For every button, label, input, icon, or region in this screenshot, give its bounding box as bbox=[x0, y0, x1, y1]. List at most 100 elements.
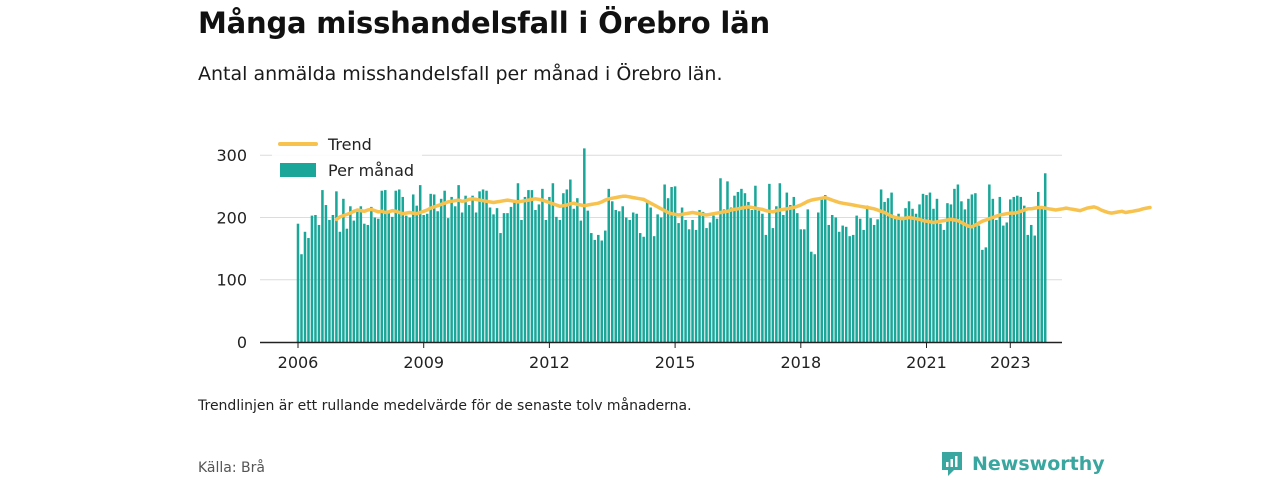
bar bbox=[464, 195, 467, 342]
bar bbox=[495, 208, 499, 342]
x-tick-label: 2009 bbox=[403, 353, 444, 372]
bar bbox=[635, 213, 638, 342]
bar bbox=[970, 194, 974, 342]
bar bbox=[342, 198, 345, 342]
bar bbox=[935, 198, 939, 342]
bar bbox=[506, 213, 509, 342]
bar bbox=[607, 188, 611, 342]
bar bbox=[820, 197, 823, 342]
bar bbox=[394, 190, 398, 342]
bar bbox=[659, 217, 663, 342]
bar bbox=[443, 190, 446, 342]
legend-trend-label: Trend bbox=[327, 135, 372, 154]
bar bbox=[684, 219, 687, 342]
bar bbox=[446, 218, 450, 342]
bar bbox=[631, 212, 635, 342]
x-tick-label: 2012 bbox=[529, 353, 570, 372]
bar bbox=[862, 229, 865, 342]
bar bbox=[967, 198, 970, 342]
bar bbox=[645, 200, 649, 342]
bar bbox=[1002, 225, 1005, 342]
bar bbox=[583, 148, 586, 342]
bar-series bbox=[296, 148, 1047, 342]
y-tick-label: 100 bbox=[216, 271, 247, 290]
bar bbox=[1040, 206, 1043, 342]
bar bbox=[778, 183, 782, 342]
bar bbox=[467, 205, 471, 342]
y-axis: 0 100 200 300 bbox=[216, 146, 247, 352]
bar bbox=[324, 205, 328, 342]
bar bbox=[1033, 235, 1036, 342]
bar bbox=[677, 223, 680, 342]
bar bbox=[897, 213, 900, 342]
bar bbox=[638, 233, 642, 342]
bar bbox=[928, 192, 932, 342]
bar bbox=[590, 233, 593, 342]
bar bbox=[988, 184, 991, 342]
bar bbox=[851, 234, 855, 342]
bar bbox=[998, 196, 1002, 342]
bar bbox=[855, 215, 858, 342]
bar bbox=[321, 190, 324, 342]
bar bbox=[328, 219, 331, 342]
bar bbox=[523, 196, 527, 342]
bar bbox=[942, 229, 946, 342]
legend: Trend Per månad bbox=[272, 131, 422, 185]
bar bbox=[921, 193, 925, 342]
bar bbox=[541, 188, 544, 342]
bar bbox=[963, 209, 967, 342]
bar bbox=[827, 224, 830, 342]
bar bbox=[370, 206, 373, 342]
bar bbox=[562, 193, 565, 342]
bar bbox=[698, 210, 701, 342]
bar bbox=[747, 201, 750, 342]
bar bbox=[621, 206, 624, 342]
bar bbox=[391, 216, 394, 342]
bar bbox=[565, 189, 569, 342]
bar bbox=[904, 208, 907, 342]
bar bbox=[981, 249, 984, 342]
x-axis: 2006 2009 2012 2015 2018 2021 2023 bbox=[260, 341, 1062, 372]
y-tick-label: 0 bbox=[237, 333, 247, 352]
bar bbox=[953, 188, 956, 342]
bar bbox=[1023, 205, 1026, 342]
bar bbox=[408, 217, 411, 342]
bar bbox=[628, 219, 631, 342]
bar bbox=[576, 198, 579, 342]
bar bbox=[509, 206, 513, 342]
bar bbox=[366, 224, 370, 342]
bar bbox=[398, 189, 401, 342]
bar bbox=[338, 231, 342, 342]
bar bbox=[457, 185, 460, 342]
bar bbox=[384, 190, 387, 342]
bar bbox=[939, 223, 942, 342]
bar bbox=[597, 234, 600, 342]
bar bbox=[527, 190, 530, 342]
bar bbox=[691, 219, 694, 342]
bar bbox=[422, 214, 425, 342]
bar bbox=[946, 203, 949, 342]
bar bbox=[478, 191, 481, 342]
bar bbox=[715, 218, 719, 342]
bar bbox=[307, 238, 310, 342]
bar bbox=[303, 231, 307, 342]
bar bbox=[436, 211, 439, 342]
bar bbox=[624, 217, 628, 342]
bar bbox=[813, 254, 817, 342]
bar bbox=[1043, 173, 1047, 342]
bar bbox=[918, 204, 921, 342]
bar bbox=[569, 179, 572, 342]
bar bbox=[586, 210, 590, 342]
bar bbox=[844, 226, 848, 342]
bar bbox=[481, 189, 485, 342]
bar bbox=[830, 214, 834, 342]
bar bbox=[754, 185, 757, 342]
bar bbox=[359, 206, 363, 342]
bar bbox=[757, 210, 761, 342]
bar bbox=[879, 189, 883, 342]
bar bbox=[614, 210, 617, 342]
bar bbox=[712, 215, 715, 342]
bar bbox=[544, 219, 548, 342]
bar bbox=[687, 229, 691, 342]
bar bbox=[991, 198, 995, 342]
